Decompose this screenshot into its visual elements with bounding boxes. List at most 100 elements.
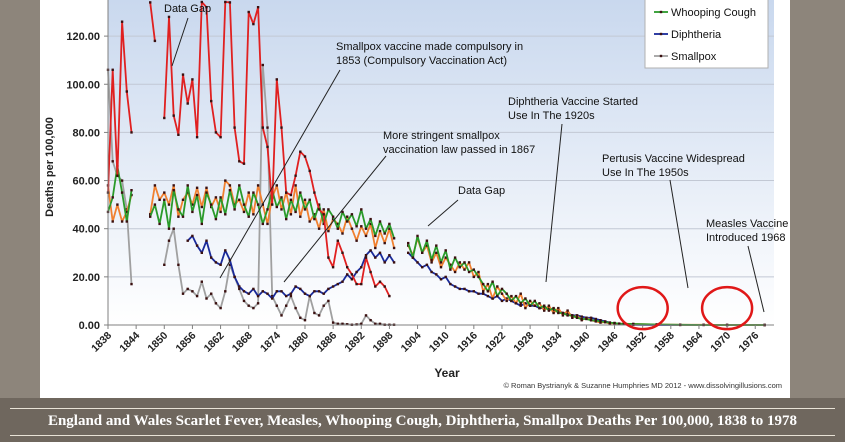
data-point (308, 198, 311, 201)
data-point (195, 186, 199, 189)
data-point (618, 322, 621, 325)
data-point (369, 319, 372, 322)
legend-entry-diphtheria: Diphtheria (654, 29, 722, 41)
data-point (228, 263, 232, 266)
data-point (247, 191, 250, 194)
data-point (580, 317, 583, 321)
data-point (181, 73, 185, 76)
data-point (341, 232, 344, 235)
data-point (496, 285, 499, 288)
data-point (186, 287, 189, 291)
y-tick-label: 120.00 (66, 31, 100, 43)
data-point (233, 208, 236, 211)
data-point (369, 222, 372, 226)
data-point (238, 184, 241, 187)
data-point (500, 299, 504, 303)
x-axis-title: Year (434, 366, 460, 380)
data-point (224, 0, 227, 4)
data-point (341, 251, 344, 254)
data-point (341, 280, 344, 283)
data-point (543, 306, 546, 310)
data-point (608, 321, 611, 324)
y-tick-labels: 0.00 20.00 40.00 60.00 80.00 100.00 120.00 (66, 31, 108, 332)
data-point (594, 317, 597, 321)
legend: Whooping Cough Diphtheria Smallpox (644, 0, 769, 69)
data-point (477, 270, 480, 274)
data-point (491, 280, 494, 283)
data-point (566, 309, 569, 312)
data-point (519, 302, 522, 305)
caption-rule-bottom (10, 435, 835, 436)
data-point (336, 239, 339, 242)
x-tick-label: 1922 (483, 330, 508, 355)
data-point (589, 319, 593, 322)
data-point (308, 294, 311, 298)
data-point (280, 126, 283, 129)
data-point (552, 306, 555, 310)
data-point (294, 184, 297, 187)
data-point (360, 282, 363, 286)
data-point (299, 215, 302, 218)
data-point (153, 39, 157, 43)
data-point (430, 270, 433, 274)
data-point (294, 210, 297, 214)
data-point (224, 290, 227, 293)
data-point (214, 196, 218, 199)
data-point (195, 136, 199, 139)
data-point (242, 162, 246, 165)
data-point (200, 222, 203, 226)
data-point (524, 306, 527, 310)
data-point (210, 203, 213, 206)
data-point (163, 191, 166, 194)
data-point (247, 215, 250, 218)
data-point (233, 275, 236, 279)
data-point (120, 179, 124, 182)
annotation-leader (171, 17, 189, 67)
annotation-gap2: Data Gap (427, 185, 505, 227)
data-point (444, 256, 447, 259)
annotation-text: More stringent smallpox (383, 130, 500, 142)
data-point (228, 1, 232, 4)
data-point (561, 314, 565, 317)
data-point (346, 220, 349, 223)
data-point (214, 131, 218, 134)
data-point (313, 217, 316, 221)
x-tick-label: 1946 (596, 330, 621, 355)
data-point (430, 261, 433, 264)
legend-label: Diphtheria (671, 29, 722, 41)
data-point (252, 22, 255, 26)
data-point (331, 285, 335, 288)
data-point (557, 309, 560, 312)
data-point (346, 266, 349, 269)
data-point (524, 297, 527, 300)
data-point (191, 203, 194, 206)
data-point (580, 319, 583, 322)
data-point (463, 261, 466, 264)
data-point (224, 249, 227, 252)
data-point (242, 290, 246, 293)
data-point (374, 285, 377, 288)
data-point (322, 222, 325, 226)
data-point (125, 90, 128, 93)
highlight-circle (616, 285, 669, 331)
data-point (500, 287, 504, 291)
data-point (383, 285, 386, 288)
data-point (256, 302, 260, 305)
data-point (317, 203, 321, 206)
y-tick-label: 60.00 (72, 176, 100, 188)
data-point (575, 314, 579, 317)
data-point (205, 297, 208, 300)
data-point (200, 280, 203, 283)
chart-frame: 0.00 20.00 40.00 60.00 80.00 100.00 120.00 183… (40, 0, 790, 398)
x-tick-label: 1940 (568, 330, 593, 355)
annotation-leader (283, 155, 387, 283)
data-point (552, 309, 555, 312)
data-point (111, 220, 114, 223)
data-point (528, 299, 532, 303)
data-point (214, 302, 218, 305)
data-point (322, 292, 325, 295)
data-point (149, 215, 152, 218)
data-point (360, 266, 363, 269)
y-axis-title: Deaths per 100,000 (44, 117, 56, 217)
data-point (388, 227, 391, 230)
